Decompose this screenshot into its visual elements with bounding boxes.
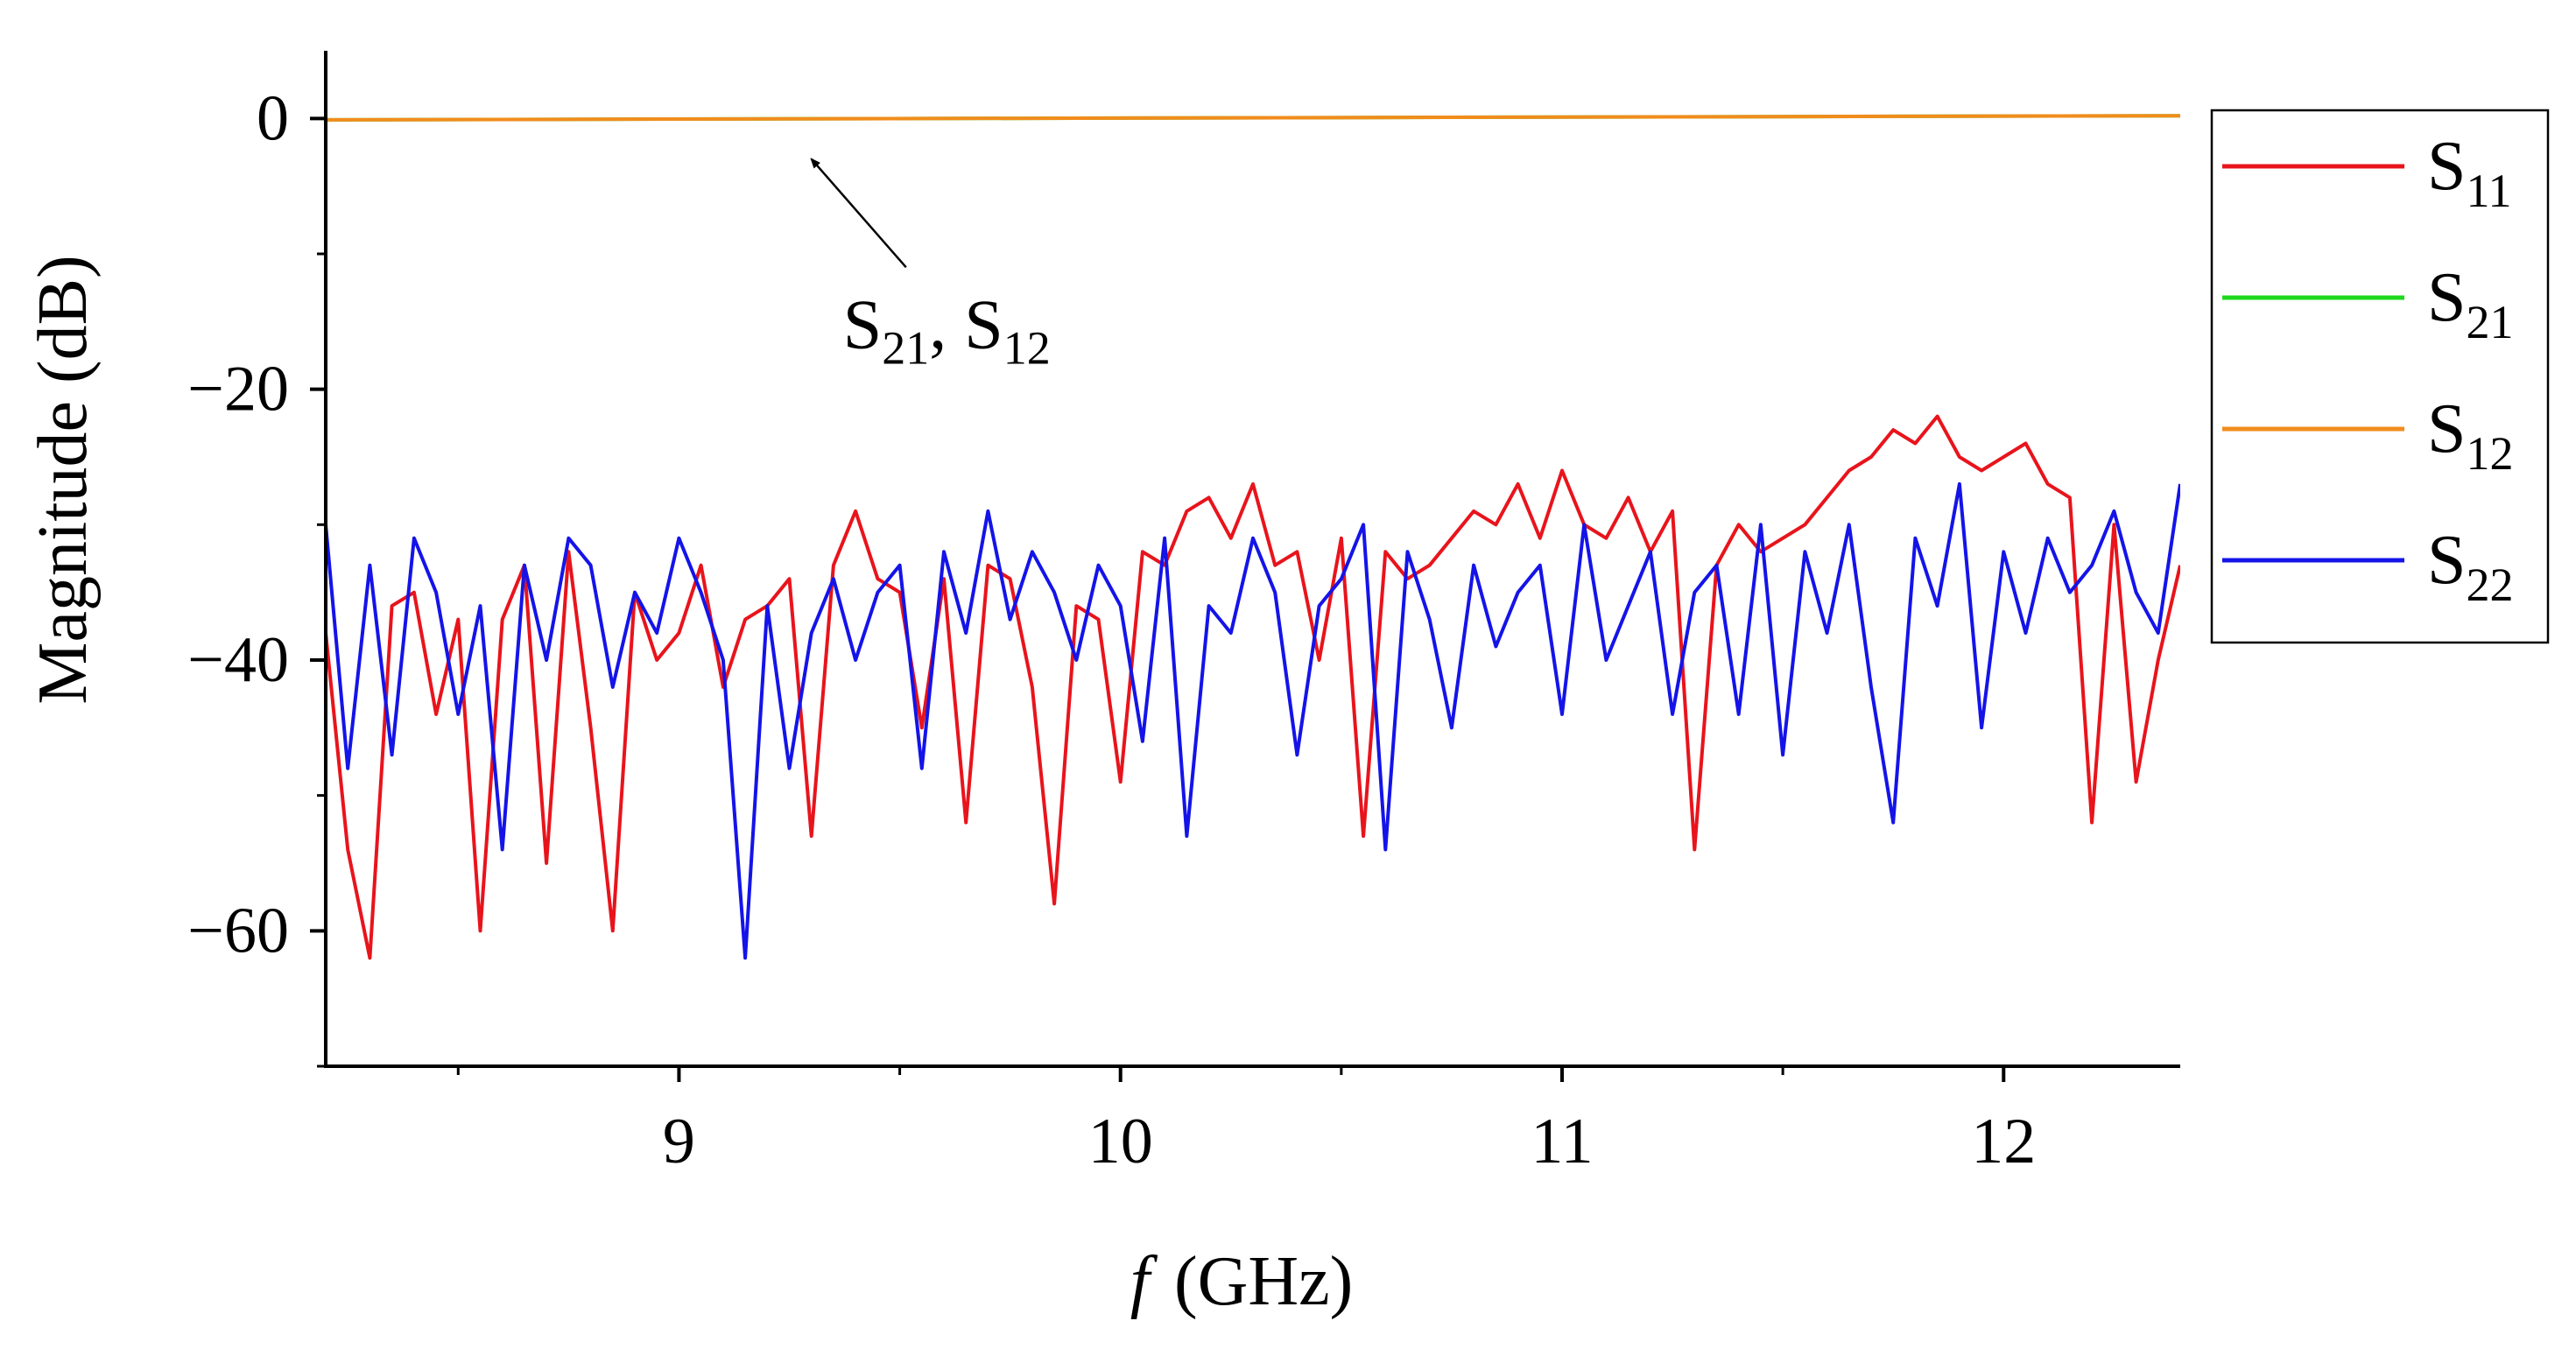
legend-label-s12: S12 bbox=[2427, 390, 2514, 480]
x-axis-title-unit: (GHz) bbox=[1174, 1243, 1353, 1320]
x-tick-label: 10 bbox=[1088, 1106, 1153, 1177]
axes: 9 10 11 12 0 −20 −40 −60 bbox=[187, 51, 2180, 1177]
annotation-label: S21, S12 bbox=[843, 286, 1051, 374]
y-tick-label: −60 bbox=[187, 895, 289, 966]
y-axis-title: Magnitude (dB) bbox=[25, 255, 102, 704]
x-tick-label: 12 bbox=[1971, 1106, 2036, 1177]
plot-area bbox=[326, 114, 2180, 960]
legend-box bbox=[2210, 109, 2550, 644]
s21-s12-annotation: S21, S12 bbox=[810, 158, 1051, 374]
legend-label-s21: S21 bbox=[2427, 259, 2514, 348]
legend-label-s22: S22 bbox=[2427, 522, 2514, 611]
legend-label-s11: S11 bbox=[2427, 128, 2512, 217]
legend-items: S11 S21 S12 S22 bbox=[2222, 128, 2514, 611]
x-tick-label: 11 bbox=[1531, 1106, 1593, 1177]
x-axis-title-symbol: f bbox=[1130, 1243, 1158, 1320]
legend: S11 S21 S12 S22 bbox=[2210, 109, 2550, 644]
ticks: 9 10 11 12 0 −20 −40 −60 bbox=[187, 82, 2036, 1177]
y-tick-label: −20 bbox=[187, 354, 289, 425]
x-tick-label: 9 bbox=[663, 1106, 695, 1177]
series-line-s22 bbox=[326, 481, 2180, 960]
annotation-arrow bbox=[810, 158, 907, 269]
series-line-s12 bbox=[326, 114, 2180, 122]
y-tick-label: −40 bbox=[187, 624, 289, 696]
y-tick-label: 0 bbox=[257, 82, 289, 154]
x-axis-title: f (GHz) bbox=[1130, 1243, 1354, 1320]
series-layer bbox=[326, 114, 2180, 960]
